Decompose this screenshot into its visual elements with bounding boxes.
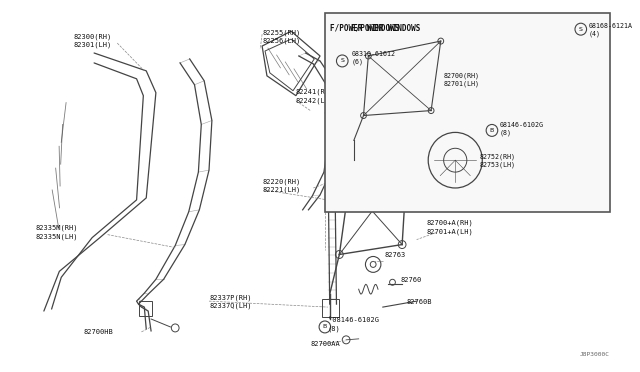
Bar xyxy=(325,13,610,212)
Text: °08146-6102G
(8): °08146-6102G (8) xyxy=(328,317,379,331)
Text: B: B xyxy=(490,128,494,133)
Text: 82763: 82763 xyxy=(385,253,406,259)
Text: S: S xyxy=(579,27,583,32)
Text: 82220(RH)
82221(LH): 82220(RH) 82221(LH) xyxy=(262,178,300,193)
Text: J8P3000C: J8P3000C xyxy=(580,352,610,357)
Text: 82700(RH)
82701(LH): 82700(RH) 82701(LH) xyxy=(444,73,479,87)
Text: F/POWER WINDOWS: F/POWER WINDOWS xyxy=(351,23,420,32)
Text: 82337P(RH)
82337Q(LH): 82337P(RH) 82337Q(LH) xyxy=(209,294,252,309)
Bar xyxy=(138,301,152,316)
Text: 82335M(RH)
82335N(LH): 82335M(RH) 82335N(LH) xyxy=(35,225,77,240)
Text: 82300(RH)
82301(LH): 82300(RH) 82301(LH) xyxy=(74,33,112,48)
Text: 82241(RH)
82242(LH): 82241(RH) 82242(LH) xyxy=(296,89,334,104)
Text: °08168-6121A
(4): °08168-6121A (4) xyxy=(424,185,474,199)
Text: 82700H: 82700H xyxy=(354,175,380,181)
Text: 82752(RH)
82753(LH): 82752(RH) 82753(LH) xyxy=(479,153,515,168)
Text: 82760B: 82760B xyxy=(407,299,433,305)
Text: 82700+A(RH)
82701+A(LH): 82700+A(RH) 82701+A(LH) xyxy=(426,220,473,235)
Text: 82255(RH)
82256(LH): 82255(RH) 82256(LH) xyxy=(262,29,300,44)
Text: 08146-6102G
(8): 08146-6102G (8) xyxy=(500,122,543,137)
Text: 82700HB: 82700HB xyxy=(83,329,113,335)
Text: 82700AA: 82700AA xyxy=(310,341,340,347)
Text: 08310-61612
(6): 08310-61612 (6) xyxy=(352,51,396,65)
Text: F/POWER WINDOWS: F/POWER WINDOWS xyxy=(330,23,399,32)
Text: S: S xyxy=(340,58,344,64)
Text: B: B xyxy=(323,324,327,330)
Bar xyxy=(322,299,339,317)
Text: S: S xyxy=(417,192,422,198)
Text: 08168-6121A
(4): 08168-6121A (4) xyxy=(589,23,632,37)
Text: 82760: 82760 xyxy=(400,277,422,283)
